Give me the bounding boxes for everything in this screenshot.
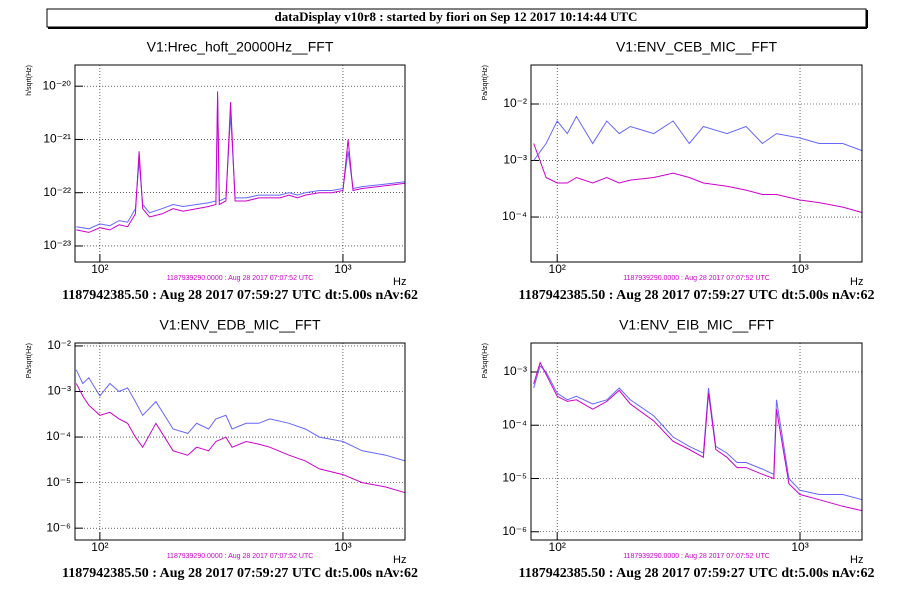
y-axis-label: Pa/sqrt(Hz) (482, 343, 489, 378)
footer: 1187942385.50 : Aug 28 2017 07:59:27 UTC… (519, 288, 875, 303)
y-tick-label: 10⁻⁴ (46, 429, 71, 443)
chart-title: V1:Hrec_hoft_20000Hz__FFT (147, 39, 334, 55)
y-tick-label: 10⁻² (503, 96, 527, 110)
y-tick-label: 10⁻³ (503, 153, 527, 167)
x-tick-label: 10³ (334, 540, 351, 554)
x-axis-label: Hz (393, 554, 406, 566)
footer: 1187942385.50 : Aug 28 2017 07:59:27 UTC… (62, 288, 418, 303)
chart-title: V1:ENV_EDB_MIC__FFT (159, 317, 320, 333)
plot-frame (74, 342, 406, 541)
y-tick-label: 10⁻² (47, 338, 71, 352)
x-axis-label: Hz (850, 554, 863, 566)
y-axis-label: Pa/sqrt(Hz) (482, 65, 489, 100)
y-tick-label: 10⁻⁴ (502, 209, 527, 223)
annotation: 1187939290.0000 : Aug 28 2017 07:07:52 U… (623, 553, 770, 560)
y-tick-label: 10⁻²⁰ (43, 78, 72, 92)
annotation: 1187939290.0000 : Aug 28 2017 07:07:52 U… (623, 275, 770, 282)
spectrum-line (533, 115, 863, 161)
y-tick-label: 10⁻⁵ (46, 475, 71, 489)
y-tick-label: 10⁻⁶ (502, 524, 527, 538)
y-tick-label: 10⁻²² (43, 185, 71, 199)
y-axis-label: h/sqrt(Hz) (26, 65, 33, 96)
y-tick-label: 10⁻⁶ (46, 520, 71, 534)
x-tick-label: 10³ (334, 262, 351, 276)
y-tick-label: 10⁻⁴ (502, 417, 527, 431)
y-tick-label: 10⁻²³ (43, 238, 71, 252)
footer: 1187942385.50 : Aug 28 2017 07:59:27 UTC… (62, 566, 418, 581)
x-tick-label: 10² (91, 262, 108, 276)
spectrum-line (533, 361, 863, 512)
chart-title: V1:ENV_CEB_MIC__FFT (616, 39, 777, 55)
annotation: 1187939290.0000 : Aug 28 2017 07:07:52 U… (167, 275, 314, 282)
x-tick-label: 10³ (791, 262, 808, 276)
y-tick-label: 10⁻³ (503, 364, 527, 378)
plot-frame (530, 342, 863, 541)
y-axis-label: Pa/sqrt(Hz) (26, 343, 33, 378)
x-tick-label: 10² (549, 540, 566, 554)
x-tick-label: 10² (91, 540, 108, 554)
spectrum-line (533, 143, 863, 213)
header: dataDisplay v10r8 : started by fiori on … (275, 9, 638, 24)
x-axis-label: Hz (850, 276, 863, 288)
y-tick-label: 10⁻³ (47, 384, 71, 398)
plot-frame (530, 64, 863, 263)
x-axis-label: Hz (393, 276, 406, 288)
x-tick-label: 10³ (791, 540, 808, 554)
y-tick-label: 10⁻²¹ (43, 132, 71, 146)
y-tick-label: 10⁻⁵ (502, 471, 527, 485)
chart-title: V1:ENV_EIB_MIC__FFT (619, 317, 774, 333)
annotation: 1187939290.0000 : Aug 28 2017 07:07:52 U… (167, 553, 314, 560)
spectrum-line (75, 383, 406, 494)
spectrum-line (76, 91, 406, 233)
plot-frame (74, 64, 406, 263)
x-tick-label: 10² (549, 262, 566, 276)
spectrum-line (75, 369, 406, 462)
footer: 1187942385.50 : Aug 28 2017 07:59:27 UTC… (519, 566, 875, 581)
